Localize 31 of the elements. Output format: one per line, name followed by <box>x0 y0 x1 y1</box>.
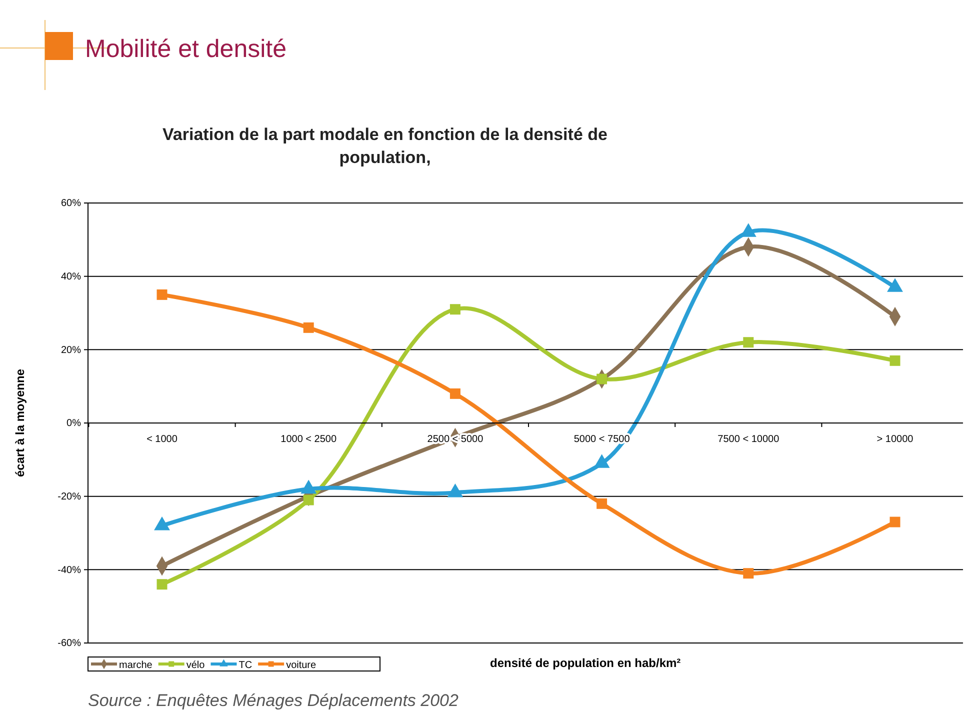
legend-label: marche <box>119 660 153 671</box>
y-tick-label: 60% <box>60 198 82 210</box>
point <box>303 322 314 333</box>
chart-title: Mobilité et densité <box>85 35 287 63</box>
point <box>303 494 314 506</box>
point <box>743 568 754 579</box>
point <box>596 498 608 509</box>
source-note: Source : Enquêtes Ménages Déplacements 2002 <box>88 691 459 710</box>
x-tick-label: < 1000 <box>146 434 178 446</box>
x-tick-label: 7500 < 10000 <box>718 434 780 446</box>
y-tick-label: 0% <box>66 418 82 430</box>
y-tick-label: 40% <box>60 272 82 283</box>
y-axis-title: écart à la moyenne <box>13 368 27 478</box>
point <box>890 355 900 366</box>
x-tick-label: 1000 < 2500 <box>280 434 337 446</box>
y-tick-label: -60% <box>58 638 82 650</box>
x-tick-label: > 10000 <box>876 434 914 446</box>
legend-label: voiture <box>286 660 317 671</box>
point <box>743 337 754 348</box>
y-tick-label: 20% <box>60 344 82 356</box>
y-tick-label: -40% <box>58 564 82 576</box>
legend-label: TC <box>238 660 252 671</box>
legend-label: vélo <box>186 660 206 671</box>
point <box>156 289 168 300</box>
point <box>156 579 168 590</box>
chart-subtitle: Variation de la part modale en fonction de la densité de population, <box>162 125 608 167</box>
x-axis-title: densité de population en hab/km² <box>490 656 681 670</box>
y-tick-label: -20% <box>58 492 82 503</box>
point <box>450 304 460 315</box>
point <box>450 388 460 399</box>
point <box>890 516 900 528</box>
